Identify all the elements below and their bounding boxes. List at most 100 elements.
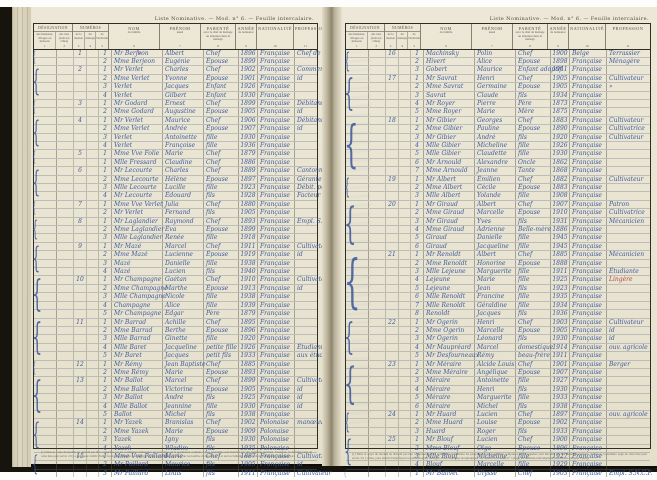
cell-menage-no: { xyxy=(32,276,99,314)
cell-nationalite: Polonaise xyxy=(258,427,295,436)
cell-rue xyxy=(57,310,74,318)
cell-nom: Machinsky xyxy=(424,49,475,57)
cell-rue xyxy=(369,184,386,192)
cell-nom: Blouf xyxy=(424,461,475,469)
cell-hameau xyxy=(34,360,57,368)
cell-prenom: Yves xyxy=(475,217,516,226)
cell-profession: Cultivateur xyxy=(609,318,644,326)
cell-annee: 1941 xyxy=(551,66,570,74)
cell-nationalite: Française xyxy=(570,234,607,242)
cell-maison-no xyxy=(74,427,87,436)
cell-rue xyxy=(57,469,74,478)
cell-profession: id xyxy=(297,108,303,116)
cell-maison-no xyxy=(386,99,399,108)
cell-hameau xyxy=(34,268,57,276)
cell-maison-no xyxy=(386,385,399,394)
cell-nationalite: Française xyxy=(258,453,295,461)
cell-maison-no xyxy=(74,209,87,217)
cell-profession: id xyxy=(609,326,615,334)
cell-prenom: Charles xyxy=(163,167,204,175)
cell-profession: Empl. S.N.C.F. xyxy=(297,217,341,225)
cell-parente: Chef xyxy=(516,116,551,125)
cell-menage-no: { xyxy=(344,201,411,247)
cell-profession: id xyxy=(297,125,303,133)
cell-hameau xyxy=(346,116,369,125)
cell-annee: 1899 xyxy=(239,57,258,66)
cell-maison-no: 21 xyxy=(386,251,399,259)
cell-individu-no: 4 xyxy=(411,276,424,284)
table-row: 1 { 1 Mr Berjeon Albert Chef 1896 França… xyxy=(32,49,336,65)
cell-menage-no: { xyxy=(399,234,411,242)
cell-nom: Verlet xyxy=(112,91,163,99)
cell-hameau xyxy=(34,436,57,444)
cell-hameau xyxy=(34,175,57,183)
cell-parente: Épouse xyxy=(516,57,551,66)
cell-parente: petite fille xyxy=(204,343,239,352)
cell-nom: Ballot xyxy=(112,410,163,419)
cell-individu-no: 2 xyxy=(411,125,424,133)
cell-individu-no: 4 xyxy=(99,141,112,150)
cell-parente: fille xyxy=(516,276,551,284)
cell-rue xyxy=(57,150,74,158)
cell-profession: manœuvre xyxy=(297,419,330,427)
cell-profession xyxy=(295,226,317,233)
cell-nom: Verlet xyxy=(112,141,163,150)
cell-nom: Mr Lecourte xyxy=(112,192,163,200)
cell-prenom: Germaine xyxy=(475,83,516,91)
table-row: { 2 Mme Champagne Marthe Épouse 1913 Fra… xyxy=(34,284,317,294)
header-group-numeros: NUMÉROS de la maison 3 du ménage 4 de l'… xyxy=(385,24,421,49)
cell-prenom: Marcelle xyxy=(475,326,516,335)
cell-maison-no xyxy=(386,184,399,192)
cell-nom: Mme Vve Paillard xyxy=(114,453,168,461)
cell-prenom: Fernand xyxy=(163,209,204,217)
register-page-left: Liste Nominative. — Mod. n° 6. — Feuille… xyxy=(31,7,354,478)
cell-profession xyxy=(607,310,650,317)
cell-nationalite: Française xyxy=(258,167,295,175)
header-designation-hameaux: des hameaux, villages ou maisons 1 xyxy=(34,32,57,49)
cell-annee: 1903 xyxy=(551,469,570,478)
cell-annee: 1928 xyxy=(239,192,258,200)
cell-annee: 1926 xyxy=(239,343,258,352)
cell-menage-no: { xyxy=(87,141,99,150)
cell-nationalite: Française xyxy=(570,377,607,385)
cell-prenom: Jacques xyxy=(163,352,204,360)
cell-maison-no xyxy=(386,469,399,478)
cell-parente: fille xyxy=(516,192,551,200)
cell-maison-no xyxy=(74,368,87,377)
cell-menage-no: { xyxy=(399,184,411,192)
cell-nom: Mr Ballot xyxy=(112,377,163,385)
cell-profession xyxy=(607,352,650,359)
cell-individu-no: 4 xyxy=(411,141,424,150)
cell-maison-no xyxy=(74,251,87,259)
cell-menage-no: { xyxy=(399,343,411,352)
cell-annee: 1889 xyxy=(239,167,258,175)
cell-nom: Mme Huard xyxy=(424,419,475,427)
cell-rue xyxy=(369,192,386,200)
cell-individu-no: 1 xyxy=(411,318,424,326)
cell-annee: 1901 xyxy=(551,360,570,368)
cell-nom: Mr Yazek xyxy=(112,419,163,427)
cell-parente: Chef xyxy=(204,116,239,125)
cell-profession xyxy=(295,150,317,157)
cell-individu-no: 3 xyxy=(411,377,424,385)
cell-rue xyxy=(57,259,74,268)
cell-menage-no: { xyxy=(87,385,99,394)
header-numero-maison: de la maison 3 xyxy=(73,32,86,49)
cell-individu-no: 1 xyxy=(411,74,424,83)
cell-maison-no xyxy=(74,192,87,200)
table-row: 23 { 1 Mr Méraire Alcide Louis Chef 1901… xyxy=(344,360,650,407)
cell-prenom: Georges xyxy=(475,116,516,125)
cell-nom: Mme Rémy xyxy=(112,368,163,377)
cell-hameau xyxy=(346,192,369,200)
cell-profession xyxy=(295,310,317,317)
cell-rue xyxy=(369,444,386,452)
cell-nationalite: Française xyxy=(258,402,295,410)
cell-rue xyxy=(57,268,74,276)
cell-rue xyxy=(369,469,386,478)
table-row: { 2 Mr Paillard Maurice fils 1905 França… xyxy=(34,461,317,470)
table-row: { 4 Mme Giraud Adrienne Belle-mère 1886 … xyxy=(346,226,650,235)
cell-annee: 1911 xyxy=(239,469,258,478)
cell-individu-no: 1 xyxy=(99,453,112,461)
cell-profession xyxy=(295,201,317,208)
cell-maison-no xyxy=(386,150,399,158)
